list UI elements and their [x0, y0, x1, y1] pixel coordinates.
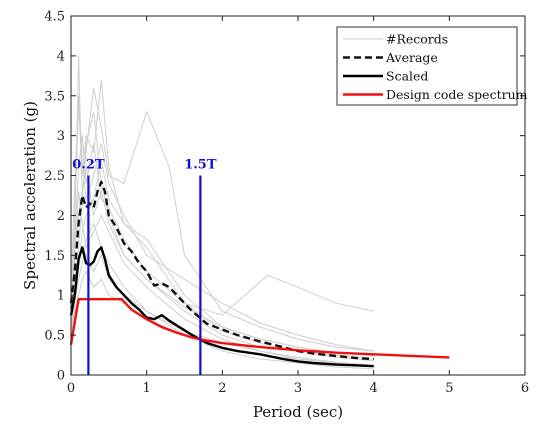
record-line-1 — [70, 79, 374, 356]
x-tick-label: 6 — [521, 381, 529, 396]
record-line-4 — [70, 159, 374, 336]
y-tick-label: 0 — [57, 369, 65, 384]
y-tick-label: 1 — [57, 289, 65, 304]
period-markers: 0.2T 1.5T — [72, 158, 217, 375]
x-axis-title: Period (sec) — [253, 403, 343, 421]
legend-label-design: Design code spectrum — [386, 87, 528, 102]
record-line-9 — [70, 95, 374, 352]
y-tick-label: 3 — [57, 129, 65, 144]
record-line-3 — [70, 87, 374, 352]
legend-label-scaled: Scaled — [386, 69, 428, 84]
record-line-5 — [70, 191, 374, 366]
legend-label-average: Average — [385, 50, 438, 65]
x-tick-label: 2 — [218, 381, 226, 396]
scaled-line — [69, 246, 374, 368]
y-tick-label: 2.5 — [44, 169, 65, 184]
record-lines — [70, 55, 374, 370]
x-tick-label: 4 — [370, 381, 378, 396]
marker-label-1: 0.2T — [72, 158, 105, 173]
series-lines — [69, 180, 450, 368]
design-spectrum-line — [69, 298, 450, 359]
average-line — [69, 180, 374, 361]
legend: #Records Average Scaled Design code spectru… — [336, 26, 528, 106]
x-tick-label: 0 — [67, 381, 75, 396]
y-tick-label: 0.5 — [44, 329, 65, 344]
y-tick-label: 4 — [57, 49, 65, 64]
y-tick-label: 3.5 — [44, 89, 65, 104]
y-tick-label: 4.5 — [44, 10, 65, 25]
legend-label-records: #Records — [386, 32, 448, 47]
x-tick-label: 1 — [143, 381, 151, 396]
axis-ticks: 0 1 2 3 4 5 6 0 0.5 1 1.5 2 2.5 3 3.5 4 4.5 — [44, 10, 529, 397]
y-tick-label: 2 — [57, 209, 65, 224]
y-axis-title: Spectral acceleration (g) — [21, 101, 39, 290]
record-line-10 — [70, 222, 374, 370]
legend-box — [336, 26, 518, 106]
x-tick-label: 3 — [294, 381, 302, 396]
marker-label-2: 1.5T — [184, 158, 217, 173]
y-tick-label: 1.5 — [44, 249, 65, 264]
x-tick-label: 5 — [445, 381, 453, 396]
